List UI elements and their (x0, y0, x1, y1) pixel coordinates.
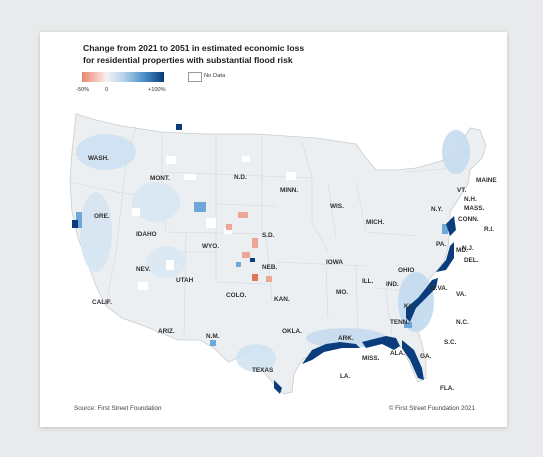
state-label-nj: N.J. (462, 245, 474, 252)
map-card: Change from 2021 to 2051 in estimated ec… (40, 32, 507, 427)
map-title: Change from 2021 to 2051 in estimated ec… (83, 42, 383, 66)
state-label-sd: S.D. (262, 232, 275, 239)
state-labels: WASH. MONT. N.D. MINN. WIS. MICH. VT. N.… (88, 155, 497, 392)
title-line-2: for residential properties with substant… (83, 55, 293, 65)
state-label-sc: S.C. (444, 339, 457, 346)
legend-tick-min: -50% (76, 87, 90, 93)
us-choropleth-map: WASH. MONT. N.D. MINN. WIS. MICH. VT. N.… (69, 113, 497, 395)
state-label-wi: WIS. (330, 203, 344, 210)
state-label-ca: CALIF. (92, 299, 112, 306)
state-label-ut: UTAH (176, 277, 194, 284)
color-scale-bar (82, 72, 164, 82)
state-label-wv: W.VA. (430, 285, 448, 292)
state-label-ar: ARK. (338, 335, 354, 342)
state-label-ks: KAN. (274, 296, 290, 303)
state-label-va: VA. (456, 291, 466, 298)
legend-tick-max: +100% (148, 87, 166, 93)
state-label-me: MAINE (476, 177, 497, 184)
us-land-shape (69, 113, 487, 395)
state-label-tn: TENN. (390, 319, 409, 326)
state-label-nc: N.C. (456, 319, 469, 326)
state-label-mo: MO. (336, 289, 348, 296)
state-label-la: LA. (340, 373, 351, 380)
state-label-ct: CONN. (458, 216, 479, 223)
state-label-nd: N.D. (234, 174, 247, 181)
state-label-nm: N.M. (206, 333, 220, 340)
state-label-ia: IOWA (326, 259, 343, 266)
state-label-in: IND. (386, 281, 399, 288)
state-borders (69, 125, 457, 339)
increase-patches (76, 202, 448, 346)
state-label-fl: FLA. (440, 385, 454, 392)
state-label-ma: MASS. (464, 205, 484, 212)
coastal-high-increase (72, 124, 456, 394)
state-label-mn: MINN. (280, 187, 298, 194)
state-label-vt: VT. (457, 187, 466, 194)
state-label-il: ILL. (362, 278, 374, 285)
state-label-or: ORE. (94, 213, 110, 220)
state-label-co: COLO. (226, 292, 246, 299)
copyright-text: © First Street Foundation 2021 (388, 405, 475, 412)
strong-decrease-patch (252, 274, 258, 281)
state-label-al: ALA. (390, 350, 405, 357)
state-label-ga: GA. (420, 353, 432, 360)
state-label-wa: WASH. (88, 155, 109, 162)
state-label-az: ARIZ. (158, 328, 175, 335)
title-line-1: Change from 2021 to 2051 in estimated ec… (83, 43, 305, 53)
decrease-patches (226, 212, 272, 282)
state-label-mt: MONT. (150, 175, 170, 182)
state-label-tx: TEXAS (252, 367, 274, 374)
state-label-ok: OKLA. (282, 328, 302, 335)
state-label-ne: NEB. (262, 264, 277, 271)
source-text: Source: First Street Foundation (74, 405, 162, 412)
state-label-id: IDAHO (136, 231, 157, 238)
state-label-nv: NEV. (136, 266, 151, 273)
state-label-mi: MICH. (366, 219, 384, 226)
state-label-de: DEL. (464, 257, 479, 264)
state-label-md: MD. (456, 247, 468, 254)
state-label-oh: OHIO (398, 267, 414, 274)
state-label-pa: PA. (436, 241, 446, 248)
no-data-patches (132, 156, 296, 290)
no-data-label: No Data (204, 73, 226, 79)
state-label-ri: R.I. (484, 226, 494, 233)
legend-tick-zero: 0 (105, 87, 109, 93)
state-label-ny: N.Y. (431, 206, 443, 213)
no-data-swatch (188, 72, 202, 82)
state-label-wy: WYO. (202, 243, 219, 250)
state-label-nh: N.H. (464, 196, 477, 203)
state-label-ms: MISS. (362, 355, 380, 362)
state-label-ky: KY. (404, 303, 414, 310)
